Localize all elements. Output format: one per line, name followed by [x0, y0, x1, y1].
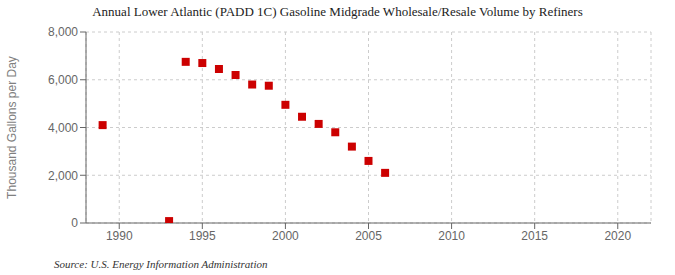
svg-text:Thousand Gallons per Day: Thousand Gallons per Day: [8, 56, 19, 199]
svg-text:2020: 2020: [604, 229, 631, 243]
svg-text:8,000: 8,000: [48, 25, 78, 39]
svg-text:2010: 2010: [438, 229, 465, 243]
html-text:Source: U.S. Energy Informatio: Source: U.S. Energy Information Administ…: [54, 258, 268, 270]
svg-text:2015: 2015: [521, 229, 548, 243]
svg-text:1995: 1995: [189, 229, 216, 243]
svg-text:4,000: 4,000: [48, 121, 78, 135]
html-text:Annual Lower Atlantic (PADD 1C: Annual Lower Atlantic (PADD 1C) Gasoline…: [92, 4, 583, 19]
svg-text:0: 0: [71, 216, 78, 230]
svg-text:2000: 2000: [272, 229, 299, 243]
svg-text:2,000: 2,000: [48, 169, 78, 183]
svg-text:1990: 1990: [106, 229, 133, 243]
svg-text:2005: 2005: [355, 229, 382, 243]
svg-text:6,000: 6,000: [48, 73, 78, 87]
